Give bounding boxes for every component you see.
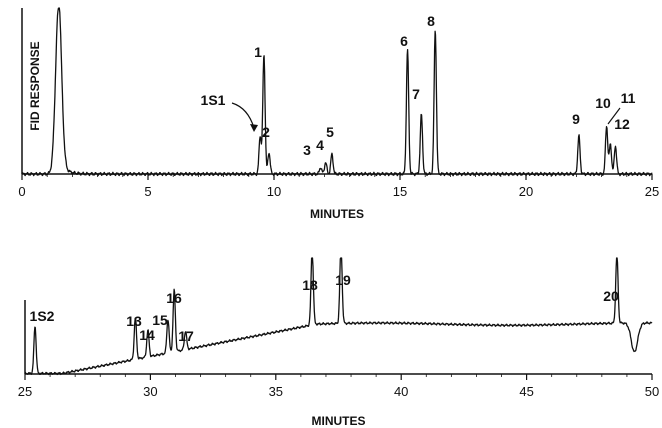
x-tick-label-45: 45 <box>519 384 533 399</box>
x-tick-label-0: 0 <box>18 184 25 199</box>
peak-label-7: 7 <box>412 86 420 102</box>
chromatogram-trace-1 <box>21 7 653 177</box>
x-tick-label-30: 30 <box>143 384 157 399</box>
peak-label-6: 6 <box>400 33 408 49</box>
peak-label-1S1: 1S1 <box>201 92 226 108</box>
peak-label-10: 10 <box>595 95 611 111</box>
peak-label-13: 13 <box>126 313 142 329</box>
x-tick-label-50: 50 <box>645 384 659 399</box>
peak-11-leader <box>607 107 621 125</box>
x-tick-label-40: 40 <box>394 384 408 399</box>
peak-label-2: 2 <box>262 124 270 140</box>
x-tick-label-15: 15 <box>393 184 407 199</box>
peak-label-1S2: 1S2 <box>30 308 55 324</box>
x-tick-label-10: 10 <box>267 184 281 199</box>
peak-label-16: 16 <box>166 290 182 306</box>
x-axis-title-1: MINUTES <box>310 207 364 221</box>
peak-label-20: 20 <box>603 288 619 304</box>
peak-label-8: 8 <box>427 13 435 29</box>
peak-label-11: 11 <box>621 90 636 106</box>
x-tick-label-35: 35 <box>269 384 283 399</box>
x-tick-label-25: 25 <box>18 384 32 399</box>
peak-1S1-arrowhead <box>250 124 258 132</box>
peak-label-19: 19 <box>335 272 351 288</box>
peak-label-18: 18 <box>302 277 318 293</box>
chromatogram-trace-2 <box>24 257 653 376</box>
peak-label-9: 9 <box>572 111 580 127</box>
x-tick-label-25: 25 <box>645 184 659 199</box>
peak-label-15: 15 <box>152 312 168 328</box>
x-tick-label-20: 20 <box>519 184 533 199</box>
peak-label-17: 17 <box>178 328 194 344</box>
peak-label-1: 1 <box>254 44 262 60</box>
peak-label-3: 3 <box>303 142 311 158</box>
peak-label-4: 4 <box>316 137 324 153</box>
y-axis-title: FID RESPONSE <box>28 41 42 130</box>
peak-label-5: 5 <box>326 124 334 140</box>
x-axis-title-2: MINUTES <box>312 414 366 428</box>
peak-label-12: 12 <box>614 116 630 132</box>
x-tick-label-5: 5 <box>144 184 151 199</box>
peak-label-14: 14 <box>139 327 155 343</box>
